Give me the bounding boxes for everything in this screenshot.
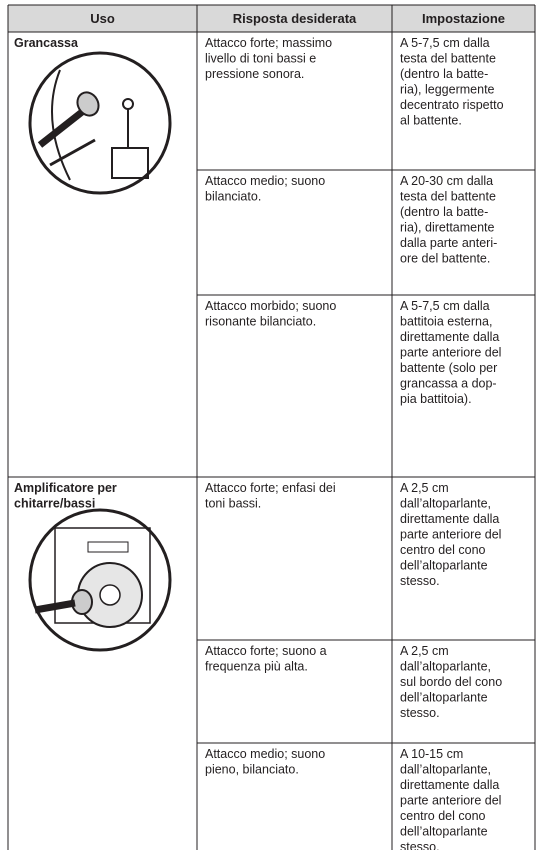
setting-text: parte anteriore del — [400, 528, 501, 542]
response-text: livello di toni bassi e — [205, 52, 316, 66]
response-text: pieno, bilanciato. — [205, 763, 299, 777]
setting-text: dall’altoparlante, — [400, 660, 491, 674]
setting-text: A 5-7,5 cm dalla — [400, 36, 490, 50]
setting-text: stesso. — [400, 706, 440, 720]
response-text: toni bassi. — [205, 497, 261, 511]
amp-illustration — [28, 508, 172, 652]
setting-text: A 2,5 cm — [400, 481, 449, 495]
header-background — [8, 5, 535, 32]
setting-text: al battente. — [400, 114, 462, 128]
setting-text: centro del cono — [400, 809, 486, 823]
header-cell: Impostazione — [422, 11, 505, 26]
setting-text: direttamente dalla — [400, 512, 499, 526]
response-text: Attacco morbido; suono — [205, 299, 336, 313]
setting-text: parte anteriore del — [400, 346, 501, 360]
use-label: Amplificatore per — [14, 481, 117, 495]
header-cell: Risposta desiderata — [233, 11, 357, 26]
setting-text: grancassa a dop- — [400, 377, 497, 391]
response-text: Attacco medio; suono — [205, 174, 325, 188]
header-cell: Uso — [90, 11, 115, 26]
setting-text: A 20-30 cm dalla — [400, 174, 493, 188]
setting-text: battente (solo per — [400, 361, 497, 375]
response-text: Attacco forte; enfasi dei — [205, 481, 336, 495]
response-text: Attacco forte; suono a — [205, 644, 327, 658]
setting-text: parte anteriore del — [400, 794, 501, 808]
setting-text: dell’altoparlante — [400, 825, 488, 839]
use-label: Grancassa — [14, 36, 79, 50]
response-text: pressione sonora. — [205, 67, 304, 81]
setting-text: A 5-7,5 cm dalla — [400, 299, 490, 313]
setting-text: pia battitoia). — [400, 392, 472, 406]
setting-text: sul bordo del cono — [400, 675, 502, 689]
setting-text: dall’altoparlante, — [400, 497, 491, 511]
setting-text: centro del cono — [400, 543, 486, 557]
setting-text: (dentro la batte- — [400, 67, 488, 81]
setting-text: direttamente dalla — [400, 330, 499, 344]
setting-text: direttamente dalla — [400, 778, 499, 792]
response-text: frequenza più alta. — [205, 660, 308, 674]
setting-text: dell’altoparlante — [400, 691, 488, 705]
setting-text: battitoia esterna, — [400, 315, 492, 329]
response-text: risonante bilanciato. — [205, 315, 316, 329]
response-text: bilanciato. — [205, 190, 261, 204]
setting-text: A 10-15 cm — [400, 747, 463, 761]
setting-text: stesso. — [400, 574, 440, 588]
setting-text: ria), leggermente — [400, 83, 495, 97]
setting-text: stesso. — [400, 840, 440, 850]
setting-text: testa del battente — [400, 190, 496, 204]
setting-text: testa del battente — [400, 52, 496, 66]
setting-text: dalla parte anteri- — [400, 236, 497, 250]
use-label: chitarre/bassi — [14, 497, 95, 511]
setting-text: (dentro la batte- — [400, 205, 488, 219]
kick-drum-illustration — [28, 51, 172, 195]
setting-text: dell’altoparlante — [400, 559, 488, 573]
response-text: Attacco medio; suono — [205, 747, 325, 761]
setting-text: ore del battente. — [400, 252, 490, 266]
setting-text: A 2,5 cm — [400, 644, 449, 658]
setting-text: decentrato rispetto — [400, 98, 504, 112]
setting-text: dall’altoparlante, — [400, 763, 491, 777]
setting-text: ria), direttamente — [400, 221, 495, 235]
response-text: Attacco forte; massimo — [205, 36, 332, 50]
